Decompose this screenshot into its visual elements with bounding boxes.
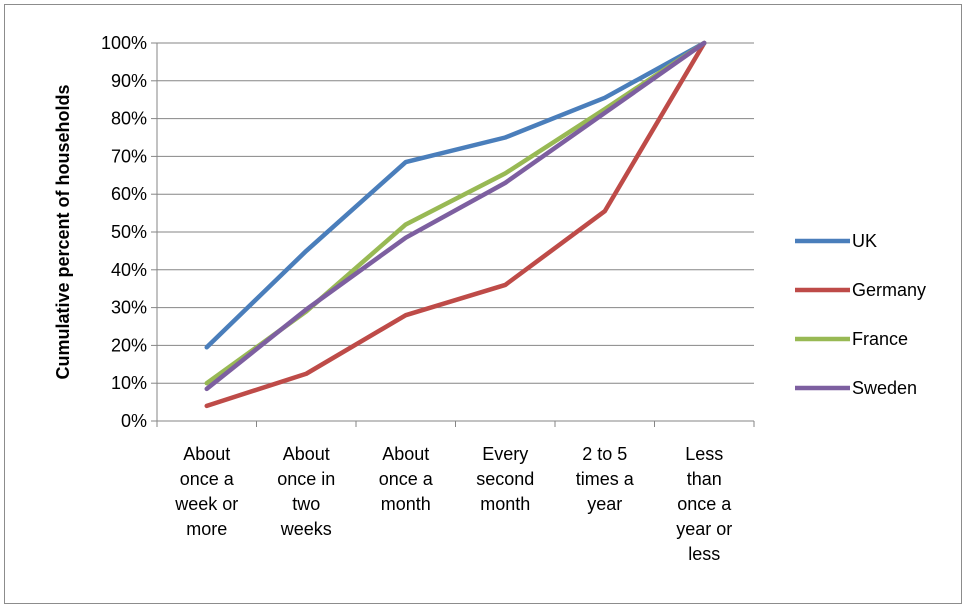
x-category-label-line: About: [382, 444, 429, 464]
x-category-label-line: month: [381, 494, 431, 514]
gridlines: [151, 42, 754, 422]
series-line-sweden: [204, 40, 707, 392]
y-tick-labels: 0% 10% 20% 30% 40% 50% 60% 70% 80% 90% 100%: [101, 33, 147, 431]
x-category-label-line: year: [587, 494, 622, 514]
x-category-label-line: less: [688, 544, 720, 564]
y-axis-title: Cumulative percent of households: [53, 84, 73, 379]
x-category-label-line: once a: [180, 469, 235, 489]
x-category-label-line: second: [476, 469, 534, 489]
y-tick-label: 70%: [111, 146, 147, 166]
y-tick-label: 0%: [121, 411, 147, 431]
x-category-label-line: once a: [677, 494, 732, 514]
x-category-label-line: About: [283, 444, 330, 464]
series-lines: [204, 40, 707, 409]
x-category-label: Less than once a year or less: [676, 444, 732, 564]
legend-label: Sweden: [852, 378, 917, 398]
legend-label: France: [852, 329, 908, 349]
axes: [156, 43, 755, 427]
y-tick-label: 60%: [111, 184, 147, 204]
series-line-germany: [204, 40, 707, 409]
x-category-label: About once in two weeks: [277, 444, 335, 539]
series-line-uk: [204, 40, 707, 350]
x-category-label-line: Less: [685, 444, 723, 464]
x-category-label-line: once a: [379, 469, 434, 489]
x-category-label-line: Every: [482, 444, 528, 464]
y-tick-label: 90%: [111, 71, 147, 91]
x-category-label-line: year or: [676, 519, 732, 539]
y-tick-label: 100%: [101, 33, 147, 53]
x-category-label-line: two: [292, 494, 320, 514]
legend: UK Germany France Sweden: [795, 231, 926, 398]
x-category-label-line: About: [183, 444, 230, 464]
legend-label: Germany: [852, 280, 926, 300]
x-category-label-line: more: [186, 519, 227, 539]
x-category-label: About once a month: [379, 444, 434, 514]
x-category-label-line: month: [480, 494, 530, 514]
x-category-label: About once a week or more: [174, 444, 238, 539]
y-tick-label: 10%: [111, 373, 147, 393]
y-tick-label: 80%: [111, 109, 147, 129]
x-category-labels: About once a week or more About once in two wee…: [174, 444, 732, 564]
x-category-label-line: week or: [174, 494, 238, 514]
y-tick-label: 30%: [111, 298, 147, 318]
y-tick-label: 20%: [111, 335, 147, 355]
x-category-label: 2 to 5 times a year: [576, 444, 635, 514]
x-category-label-line: weeks: [280, 519, 332, 539]
chart-frame: [4, 4, 962, 604]
x-category-label-line: 2 to 5: [582, 444, 627, 464]
x-category-label: Every second month: [476, 444, 534, 514]
legend-label: UK: [852, 231, 877, 251]
x-category-label-line: once in: [277, 469, 335, 489]
y-tick-label: 50%: [111, 222, 147, 242]
x-category-label-line: times a: [576, 469, 635, 489]
x-category-label-line: than: [687, 469, 722, 489]
y-tick-label: 40%: [111, 260, 147, 280]
